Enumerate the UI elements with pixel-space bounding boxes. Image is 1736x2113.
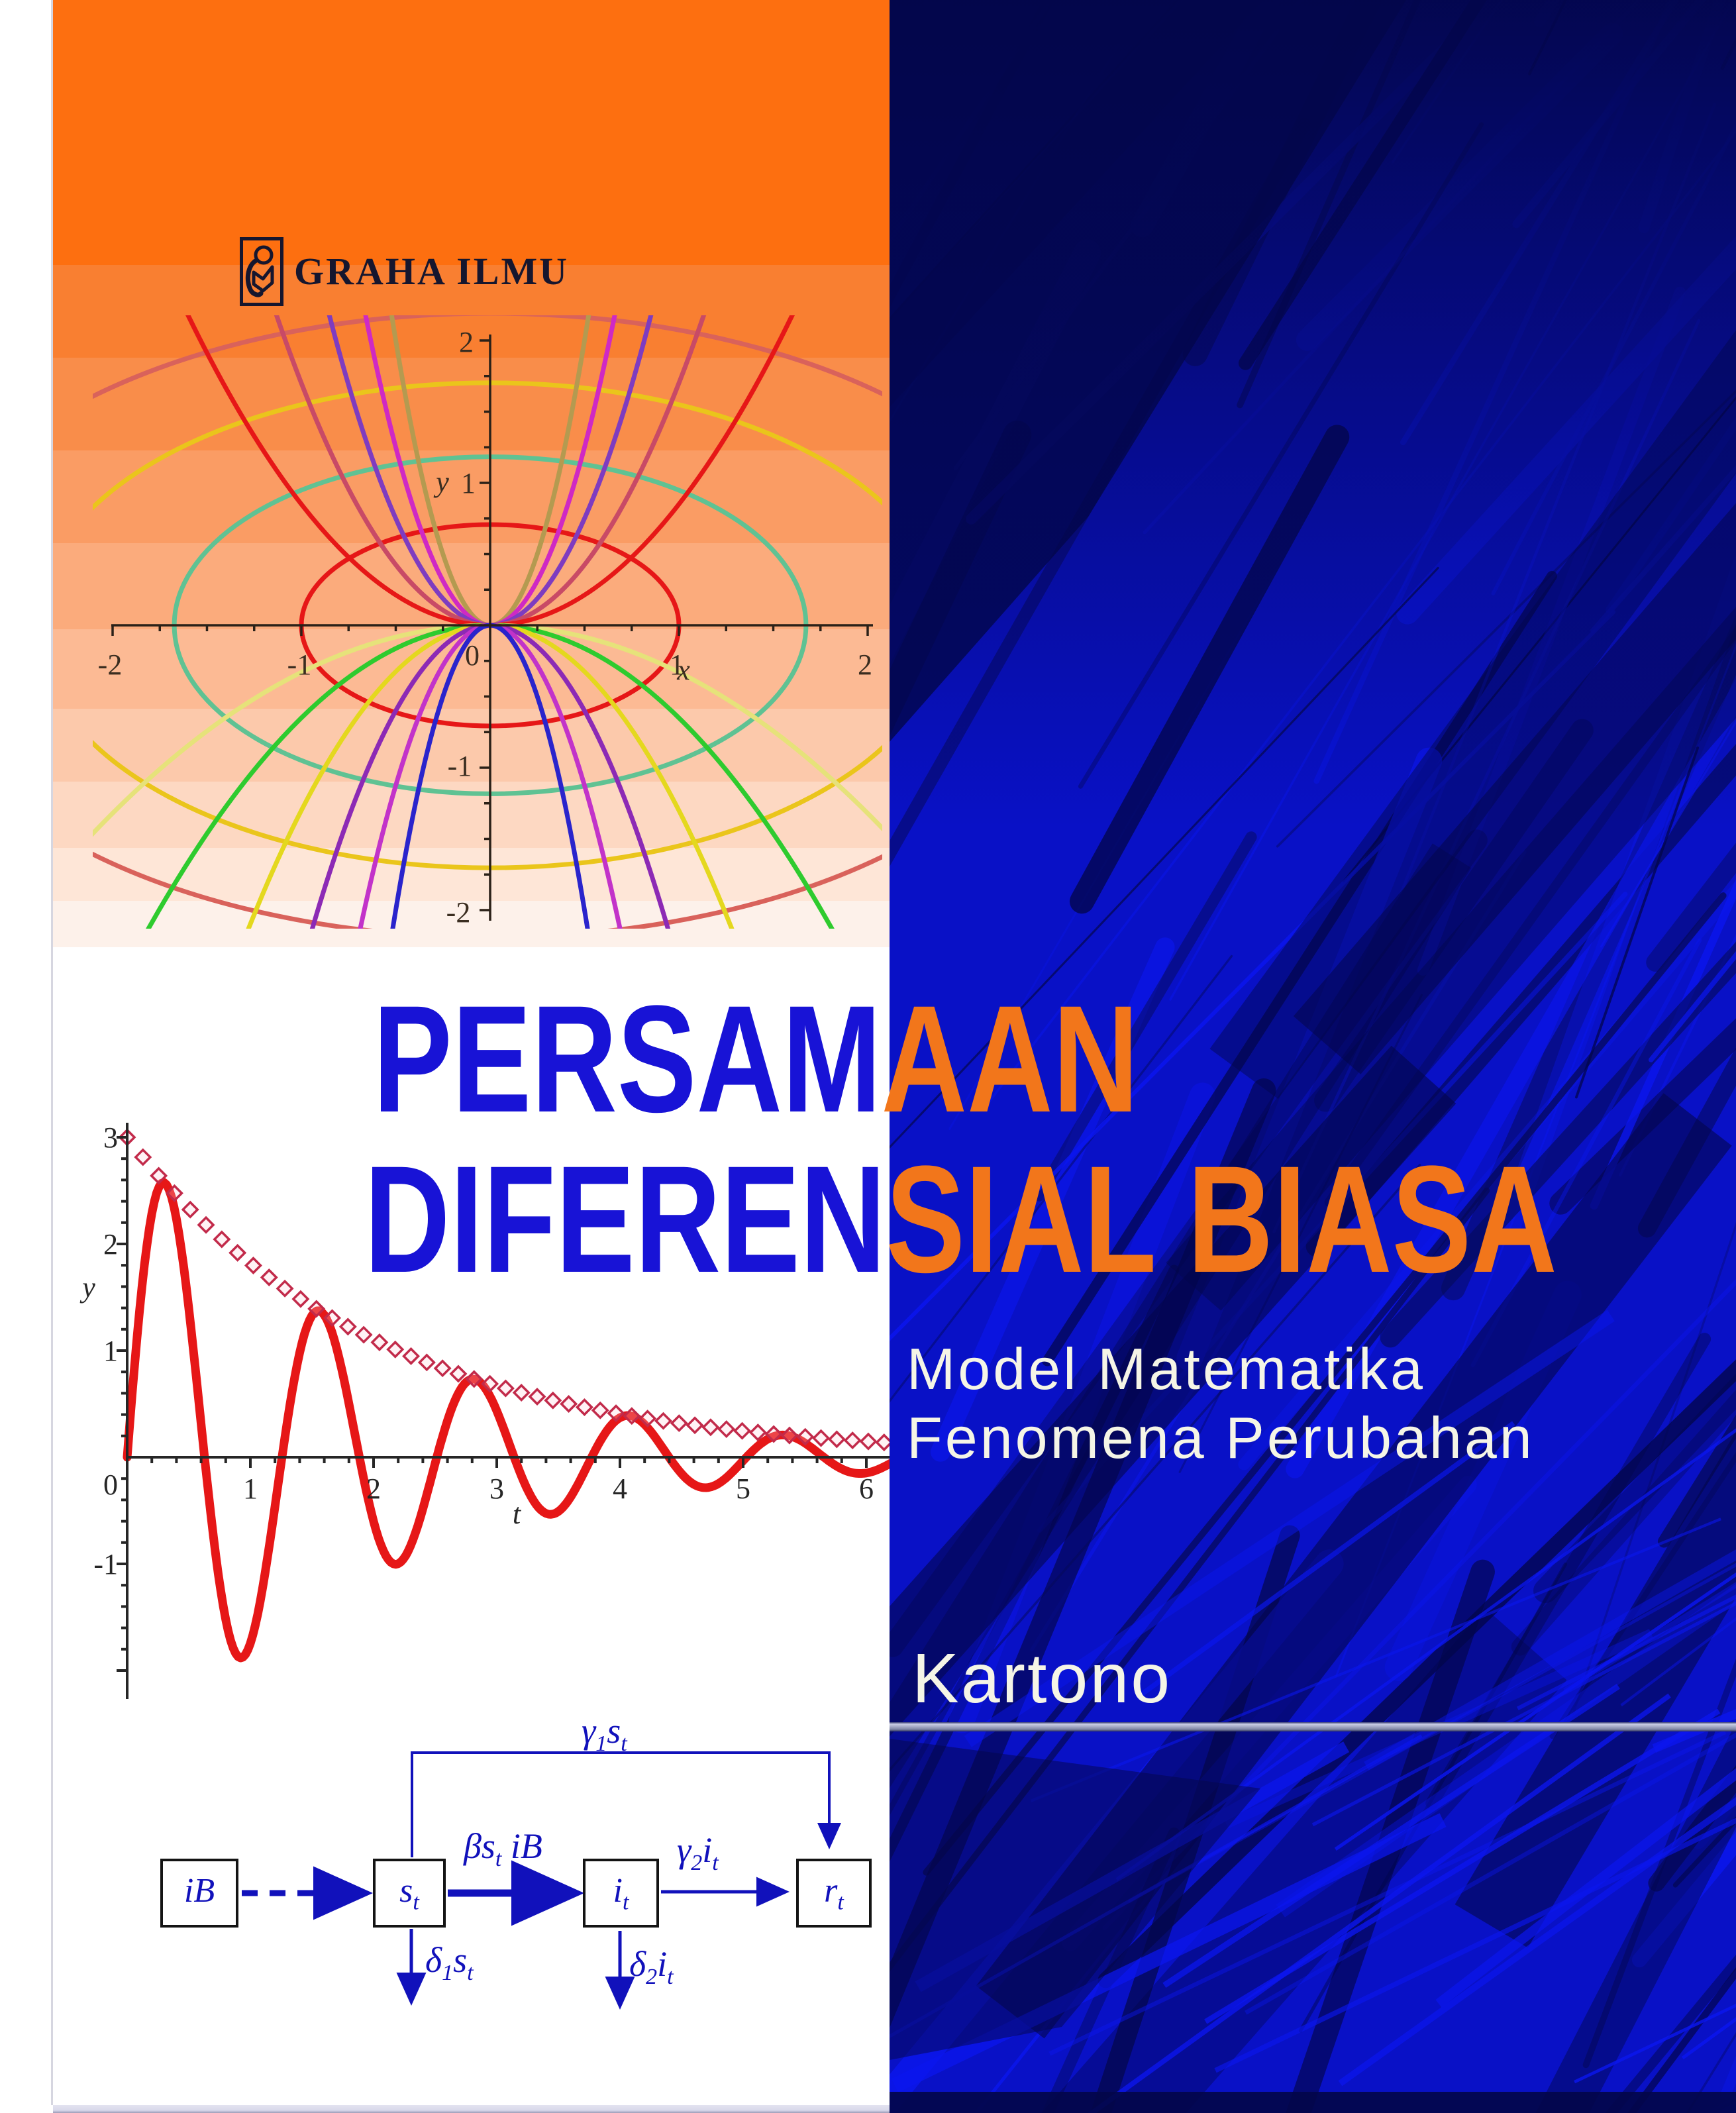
- y-tick-label: 1: [103, 1335, 118, 1367]
- y-tick-label: -1: [93, 1548, 118, 1580]
- flow-label-delta1: δ1st: [425, 1940, 474, 1985]
- flow-label-gamma1: γ1st: [582, 1711, 627, 1756]
- box-infected: it: [583, 1859, 659, 1928]
- y-tick-label: -1: [448, 750, 472, 782]
- y-tick-label: -2: [446, 896, 471, 929]
- direct-recovery-path: [411, 1751, 841, 1857]
- author-name: Kartono: [912, 1639, 1172, 1718]
- box-recovered: rt: [796, 1859, 872, 1928]
- damped-oscillation-plot: 1 2 3 4 5 6 3 2 1 0 -1 t y: [79, 1121, 901, 1699]
- sir-model-diagram: iB st it rt γ1st βst iB γ2it δ1st: [106, 1709, 954, 2106]
- left-edge-line: [51, 0, 53, 2105]
- divider-line: [890, 1722, 1736, 1731]
- title-line1-orange: AAN: [881, 974, 1139, 1144]
- y-tick-label: 3: [103, 1121, 118, 1154]
- x-tick-label: 2: [858, 648, 872, 681]
- t-tick-label: 5: [736, 1472, 750, 1505]
- box-iB: iB: [160, 1859, 238, 1928]
- x-axis-letter: x: [676, 654, 690, 686]
- y-tick-label: 1: [461, 467, 476, 499]
- t-tick-label: 2: [366, 1472, 381, 1505]
- publisher-logo: GRAHA ILMU: [240, 237, 569, 306]
- x-tick-label: 1: [670, 648, 684, 681]
- x-tick-label: -2: [98, 648, 123, 681]
- t-tick-label: 1: [243, 1472, 258, 1505]
- title-line2-orange: SIAL BIASA: [886, 1134, 1557, 1304]
- fractal-background: [890, 0, 1736, 2113]
- t-tick-label: 3: [489, 1472, 504, 1505]
- subtitle-line1: Model Matematika: [907, 1336, 1425, 1402]
- t-axis-letter: t: [513, 1498, 522, 1530]
- origin-label: 0: [103, 1469, 118, 1501]
- y-tick-label: 2: [459, 326, 474, 358]
- reading-person-icon: [240, 237, 283, 306]
- diagram-arrows: [242, 1751, 841, 2010]
- title-line2: DIFERENSIAL BIASA: [364, 1143, 1557, 1296]
- x-tick-label: -1: [287, 648, 312, 681]
- y-axis-letter: y: [433, 466, 449, 498]
- t-tick-label: 4: [613, 1472, 627, 1505]
- right-panel: Model Matematika Fenomena Perubahan Kart…: [890, 0, 1736, 2113]
- bottom-strip: [53, 2105, 890, 2113]
- box-susceptible: st: [373, 1859, 446, 1928]
- flow-label-beta: βst iB: [464, 1826, 542, 1871]
- t-tick-label: 6: [859, 1472, 874, 1505]
- y-axis-letter: y: [79, 1271, 95, 1304]
- origin-label: 0: [465, 639, 480, 672]
- title-line2-blue: DIFEREN: [364, 1134, 886, 1304]
- title-line1-blue: PERSAM: [373, 974, 882, 1144]
- y-tick-label: 2: [103, 1228, 118, 1261]
- subtitle-line2: Fenomena Perubahan: [907, 1405, 1535, 1470]
- orange-gradient-area: [53, 0, 890, 947]
- flow-label-gamma2: γ2it: [677, 1830, 719, 1875]
- publisher-name: GRAHA ILMU: [294, 250, 570, 293]
- flow-label-delta2: δ2it: [629, 1944, 674, 1989]
- direction-field-plot: -2 -1 1 2 0 2 1 -1 -2 x y: [93, 315, 882, 929]
- left-panel: -2 -1 1 2 0 2 1 -1 -2 x y: [53, 0, 901, 2105]
- title-line1: PERSAMAAN: [373, 983, 1139, 1135]
